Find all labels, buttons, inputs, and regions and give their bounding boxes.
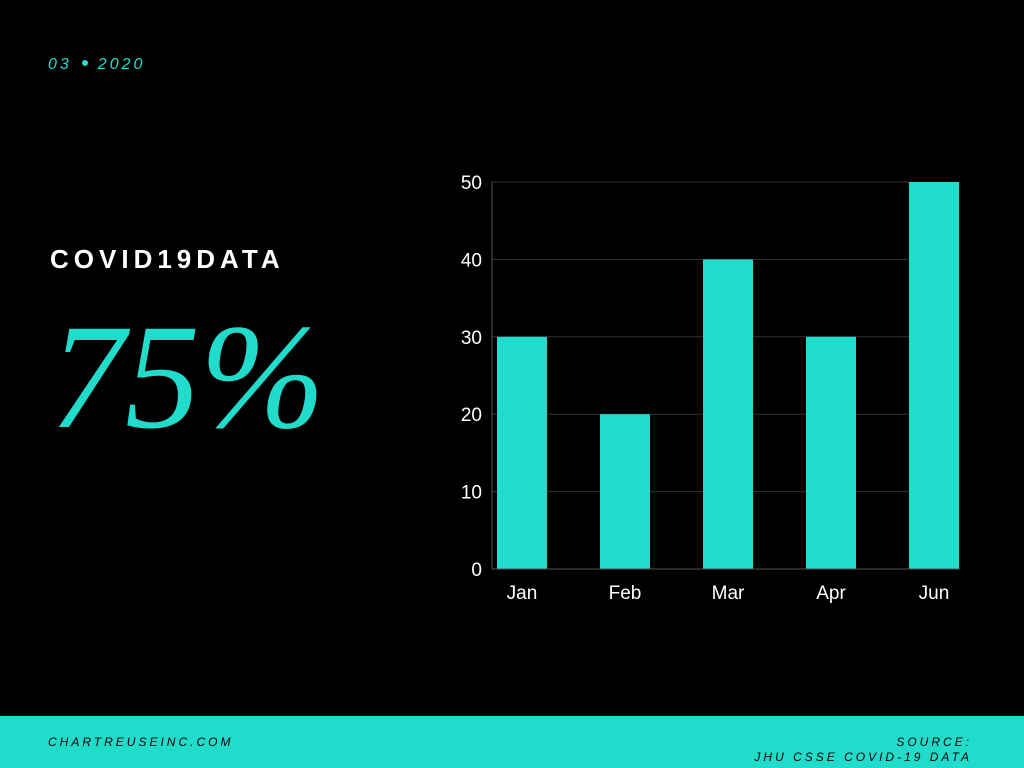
x-tick-label: Apr	[816, 583, 846, 604]
x-tick-label: Jun	[919, 583, 950, 604]
bar	[600, 414, 650, 569]
y-tick-label: 0	[471, 560, 482, 581]
footer-bar: CHARTREUSEINC.COM SOURCE: JHU CSSE COVID…	[0, 716, 1024, 768]
date-label: 03 2020	[48, 56, 145, 74]
y-tick-label: 40	[461, 250, 482, 271]
y-tick-label: 50	[461, 173, 482, 194]
bar	[497, 336, 547, 569]
headline-stat: 75%	[50, 294, 325, 460]
page-title: COVID19DATA	[50, 244, 285, 274]
y-tick-label: 10	[461, 483, 482, 504]
bar	[703, 259, 753, 569]
date-month: 03	[48, 56, 72, 73]
website-label: CHARTREUSEINC.COM	[48, 735, 234, 749]
bar-chart: 0 10 20 30 40 50 Jan Feb Mar Apr Jun	[461, 173, 960, 604]
x-tick-label: Feb	[609, 583, 642, 604]
date-year: 2020	[97, 56, 146, 73]
source-label: SOURCE:	[896, 735, 972, 749]
x-tick-label: Jan	[507, 583, 538, 604]
bar	[806, 336, 856, 569]
y-tick-label: 30	[461, 328, 482, 349]
x-tick-label: Mar	[712, 583, 745, 604]
bullet-dot-icon	[81, 60, 88, 67]
y-tick-label: 20	[461, 405, 482, 426]
source-value: JHU CSSE COVID-19 DATA	[754, 750, 972, 764]
source-note: SOURCE: JHU CSSE COVID-19 DATA	[754, 735, 972, 765]
bar	[909, 182, 959, 569]
